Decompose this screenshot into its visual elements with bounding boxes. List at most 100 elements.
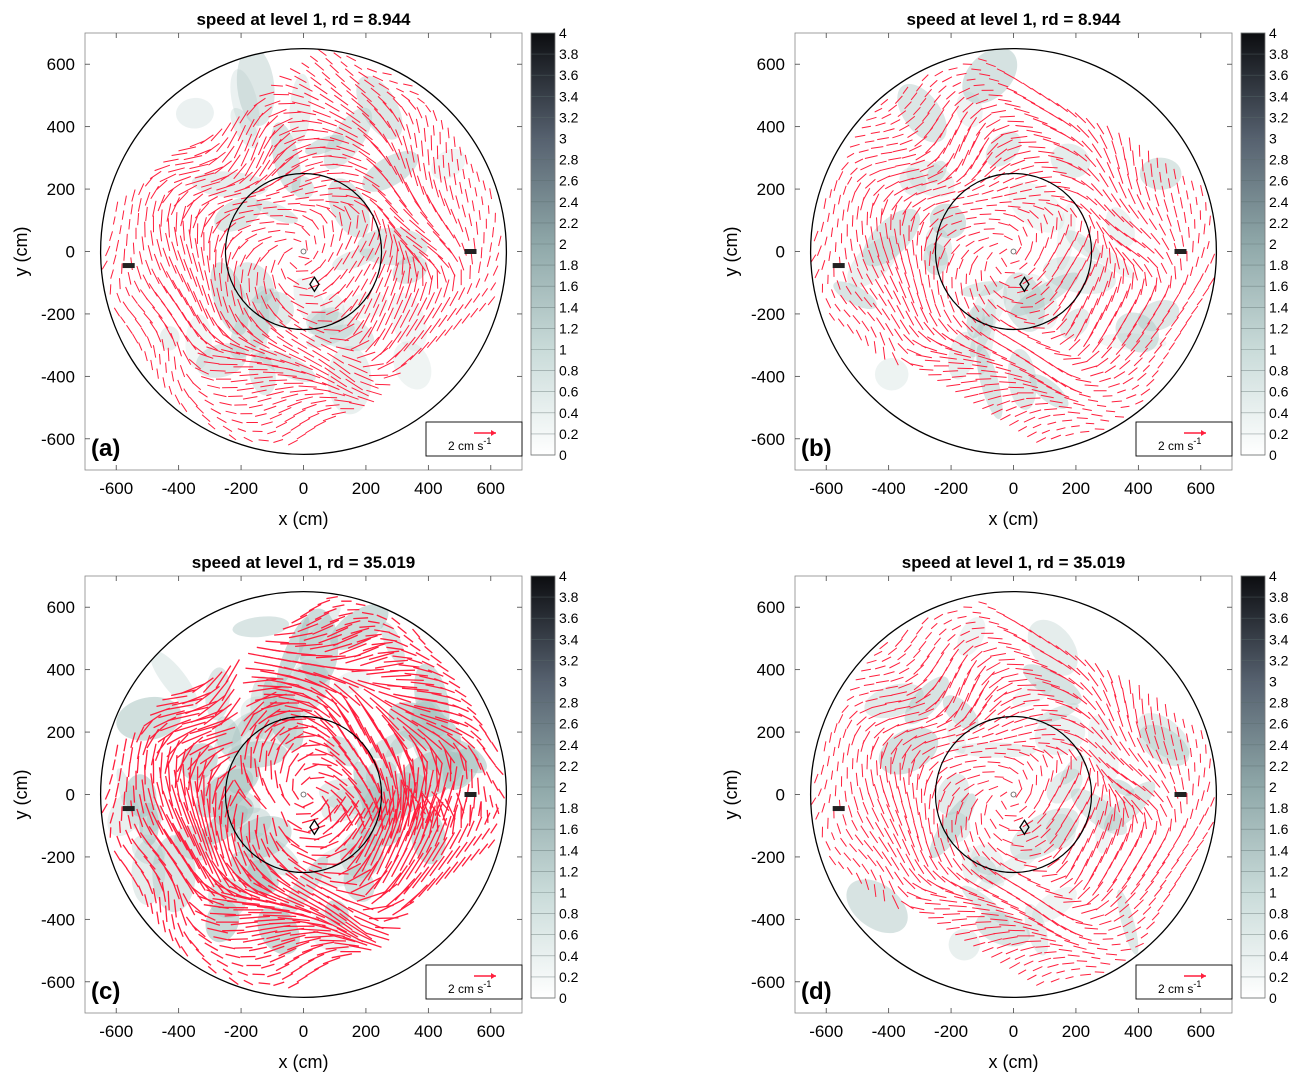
velocity-arrow [391, 785, 395, 812]
y-tick-label: 200 [47, 180, 75, 199]
velocity-arrow [937, 161, 949, 174]
y-axis-label: y (cm) [721, 227, 741, 277]
velocity-arrow [1127, 731, 1136, 748]
velocity-arrow [927, 274, 931, 288]
velocity-arrow [186, 825, 202, 856]
velocity-arrow [192, 252, 199, 272]
velocity-arrow [440, 120, 444, 130]
center-marker [300, 791, 307, 798]
velocity-arrow [1183, 211, 1187, 224]
velocity-arrow [393, 165, 404, 184]
velocity-arrow [1047, 316, 1058, 325]
center-marker [1010, 248, 1017, 255]
velocity-arrow [904, 101, 912, 110]
velocity-arrow [119, 316, 126, 324]
velocity-arrow [1169, 818, 1172, 832]
velocity-arrow [1020, 708, 1035, 713]
velocity-arrow [331, 274, 341, 286]
velocity-arrow [1113, 263, 1116, 279]
velocity-arrow [991, 408, 1003, 415]
velocity-arrow [353, 230, 361, 244]
velocity-arrow [331, 411, 346, 416]
velocity-arrow [1037, 693, 1055, 697]
velocity-arrow [941, 734, 956, 739]
velocity-arrow [142, 734, 151, 756]
velocity-arrow [101, 803, 108, 814]
velocity-arrow [1038, 414, 1051, 420]
velocity-arrow [179, 235, 186, 255]
velocity-arrow [409, 219, 426, 234]
velocity-arrow [350, 339, 370, 350]
velocity-arrow [160, 718, 192, 732]
velocity-arrow [1059, 877, 1073, 888]
velocity-arrow [1202, 287, 1210, 297]
velocity-arrow [237, 298, 244, 315]
velocity-arrow [974, 665, 986, 681]
velocity-arrow [328, 155, 347, 159]
colorbar-tick-label: 1.2 [1269, 320, 1289, 336]
velocity-arrow [966, 93, 980, 100]
velocity-arrow [814, 773, 819, 784]
velocity-arrow [464, 154, 468, 165]
velocity-arrow [1127, 188, 1136, 205]
velocity-arrow [399, 226, 417, 240]
velocity-arrow [471, 200, 475, 212]
velocity-arrow [1173, 749, 1178, 761]
velocity-arrow [1083, 331, 1094, 348]
velocity-arrow [849, 710, 858, 719]
velocity-arrow [379, 339, 393, 356]
velocity-arrow [1195, 196, 1198, 206]
speed-patch [1060, 308, 1090, 339]
velocity-arrow [1193, 826, 1199, 834]
velocity-arrow [182, 763, 186, 796]
velocity-arrow [1116, 818, 1123, 836]
velocity-arrow [165, 232, 171, 252]
velocity-arrow [323, 742, 340, 756]
speed-patch [289, 73, 312, 144]
velocity-arrow [832, 203, 836, 215]
velocity-arrow [1007, 205, 1021, 208]
velocity-arrow [871, 264, 879, 279]
velocity-arrow [484, 733, 492, 743]
velocity-arrow [1101, 784, 1104, 801]
velocity-arrow [284, 231, 296, 234]
velocity-arrow [855, 872, 863, 884]
velocity-arrow [307, 128, 329, 133]
velocity-arrow [938, 861, 949, 875]
velocity-arrow [351, 668, 384, 673]
velocity-arrow [139, 832, 152, 849]
velocity-arrow [973, 84, 985, 87]
velocity-arrow [275, 710, 304, 713]
velocity-arrow [954, 896, 973, 902]
velocity-arrow [184, 297, 195, 317]
velocity-arrow [329, 880, 358, 886]
velocity-arrow [874, 718, 891, 727]
velocity-arrow [380, 250, 387, 264]
velocity-arrow [963, 669, 972, 686]
velocity-arrow [136, 741, 142, 760]
velocity-arrow [192, 208, 201, 229]
velocity-arrow [447, 247, 459, 262]
velocity-arrow [407, 773, 411, 806]
velocity-arrow [153, 716, 177, 729]
velocity-arrow [992, 233, 1004, 235]
velocity-arrow [980, 813, 983, 825]
velocity-arrow [144, 351, 148, 362]
velocity-arrow [171, 371, 175, 382]
velocity-arrow [347, 203, 360, 215]
velocity-arrow [1097, 770, 1099, 787]
colorbar-tick-label: 2.8 [559, 152, 579, 168]
speed-patch [214, 795, 254, 828]
velocity-arrow [1074, 734, 1089, 743]
velocity-arrow [901, 711, 920, 717]
velocity-arrow [298, 928, 331, 932]
velocity-arrow [1128, 747, 1140, 762]
velocity-arrow [975, 822, 979, 835]
velocity-arrow [1099, 172, 1109, 188]
velocity-arrow [1075, 809, 1083, 823]
velocity-arrow [947, 323, 958, 335]
velocity-arrow [1078, 393, 1091, 398]
velocity-arrow [902, 168, 920, 174]
velocity-arrow [998, 98, 1012, 102]
velocity-arrow [921, 112, 930, 122]
